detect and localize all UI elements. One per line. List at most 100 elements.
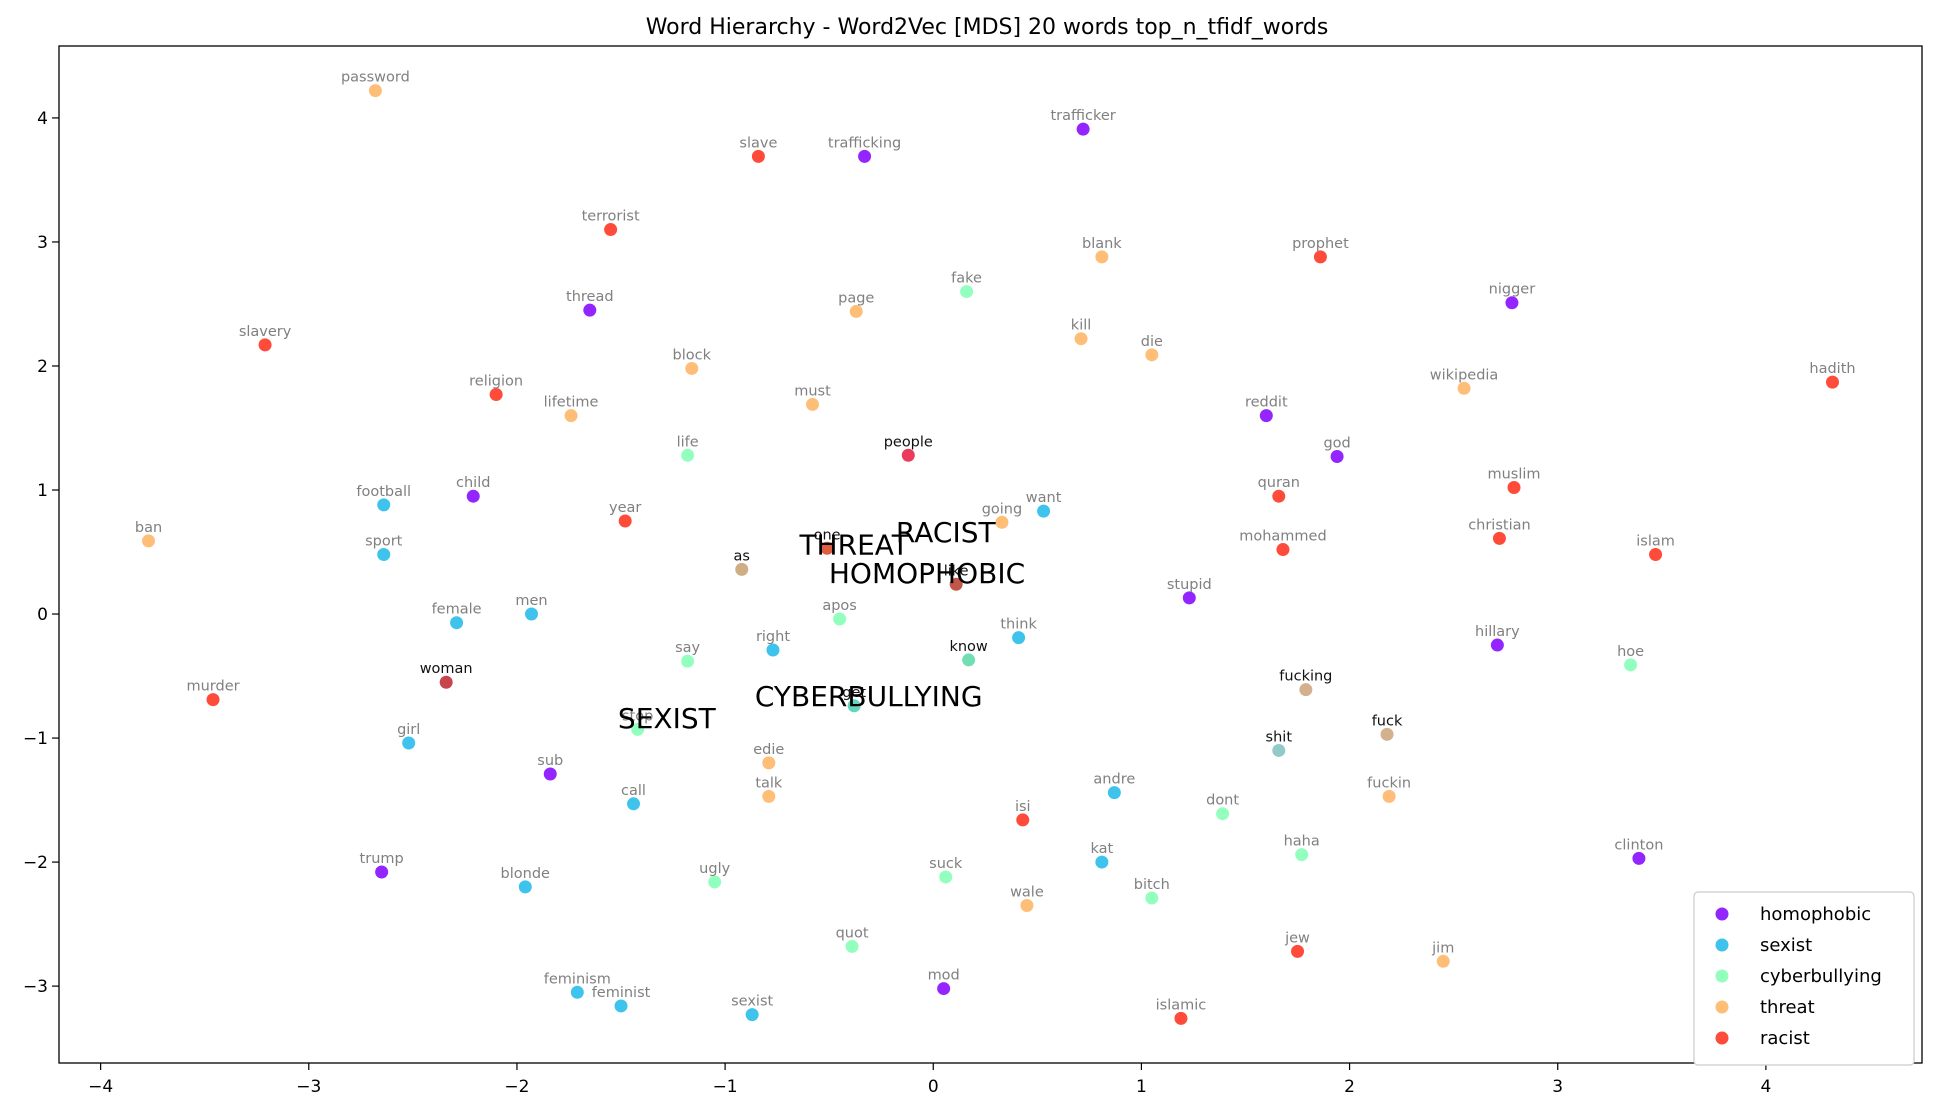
- point-label: stupid: [1167, 577, 1212, 593]
- data-point: [1145, 891, 1159, 905]
- data-point: [466, 489, 480, 503]
- data-point: [1382, 789, 1396, 803]
- point-label: islam: [1636, 534, 1675, 550]
- point-label: hillary: [1475, 624, 1520, 640]
- point-label: nigger: [1489, 282, 1536, 298]
- x-tick-label: 0: [928, 1077, 939, 1097]
- point-label: mohammed: [1239, 529, 1326, 545]
- class-label: THREAT: [798, 529, 909, 562]
- point-label: slavery: [239, 324, 292, 340]
- data-point: [806, 397, 820, 411]
- point-label: trump: [360, 851, 404, 867]
- data-point: [583, 303, 597, 317]
- legend-label: homophobic: [1760, 904, 1871, 925]
- data-point: [631, 722, 645, 736]
- point-label: blank: [1082, 236, 1122, 252]
- data-point: [377, 548, 391, 561]
- point-label: ban: [135, 520, 162, 536]
- data-point: [1295, 848, 1309, 862]
- point-label: clinton: [1614, 837, 1663, 853]
- data-point: [820, 541, 834, 555]
- data-point: [1095, 250, 1109, 264]
- data-point: [1330, 450, 1344, 464]
- data-point: [614, 999, 628, 1013]
- point-label: must: [794, 383, 831, 399]
- data-point: [845, 939, 859, 953]
- x-tick-label: 1: [1136, 1077, 1147, 1097]
- data-point: [604, 223, 618, 237]
- point-label: kat: [1091, 841, 1114, 857]
- data-point: [1507, 481, 1521, 495]
- class-label: RACIST: [896, 516, 997, 549]
- data-point: [1016, 813, 1030, 827]
- data-point: [1095, 855, 1109, 869]
- point-label: lifetime: [544, 395, 599, 411]
- point-label: ugly: [699, 861, 730, 877]
- point-label: quran: [1258, 475, 1300, 491]
- data-point: [525, 607, 539, 621]
- data-point: [627, 797, 641, 811]
- data-point: [1182, 591, 1196, 605]
- point-label: girl: [397, 722, 420, 738]
- point-label: terrorist: [582, 209, 640, 225]
- y-tick-label: −1: [23, 729, 48, 749]
- data-point: [439, 675, 453, 689]
- data-point: [450, 616, 464, 630]
- data-point: [751, 149, 765, 163]
- legend-label: threat: [1760, 997, 1815, 1018]
- data-point: [1145, 348, 1159, 362]
- point-label: haha: [1284, 834, 1320, 850]
- point-label: christian: [1468, 517, 1531, 533]
- data-point: [1649, 548, 1663, 561]
- data-point: [735, 562, 749, 576]
- point-label: know: [949, 639, 987, 655]
- plot-frame: [58, 45, 1923, 1064]
- point-label: fake: [951, 271, 982, 287]
- legend-marker: [1715, 907, 1729, 921]
- point-label: thread: [566, 289, 614, 305]
- point-label: female: [432, 602, 482, 618]
- data-point: [1076, 122, 1090, 136]
- point-label: like: [944, 563, 969, 579]
- point-label: one: [814, 527, 841, 543]
- point-label: hoe: [1617, 644, 1644, 660]
- point-label: shit: [1266, 729, 1293, 745]
- point-label: think: [1000, 617, 1037, 633]
- point-label: jew: [1284, 930, 1310, 946]
- data-point: [1457, 381, 1471, 395]
- point-label: sexist: [731, 994, 773, 1010]
- data-point: [618, 514, 632, 528]
- data-point: [1825, 375, 1839, 389]
- data-point: [833, 612, 847, 626]
- point-label: as: [734, 548, 750, 564]
- x-tick-label: 3: [1552, 1077, 1563, 1097]
- legend-label: racist: [1760, 1028, 1810, 1049]
- y-tick-label: 4: [37, 109, 48, 129]
- data-point: [1492, 531, 1506, 545]
- point-label: stop: [622, 708, 653, 724]
- point-label: fuck: [1372, 713, 1403, 729]
- point-label: want: [1026, 490, 1062, 506]
- point-label: suck: [929, 856, 963, 872]
- y-tick-label: 0: [37, 605, 48, 625]
- data-point: [1299, 683, 1313, 697]
- point-label: dont: [1206, 793, 1239, 809]
- data-point: [377, 498, 391, 512]
- x-tick-label: 2: [1344, 1077, 1355, 1097]
- data-point: [949, 577, 963, 591]
- x-tick-label: −2: [504, 1077, 529, 1097]
- point-label: going: [982, 501, 1023, 517]
- data-point: [518, 880, 532, 894]
- x-tick-label: −3: [296, 1077, 321, 1097]
- data-point: [762, 789, 776, 803]
- point-label: feminist: [592, 985, 651, 1001]
- point-label: bitch: [1134, 877, 1170, 893]
- point-label: die: [1141, 334, 1163, 350]
- data-point: [762, 756, 776, 770]
- point-label: talk: [755, 775, 783, 791]
- axes-layer: −4 −3 −2 −1 0 1 2 3 4 −3 −2 −1 0 1 2 3 4: [23, 109, 1771, 1097]
- point-label: slave: [739, 135, 777, 151]
- data-point: [1291, 944, 1305, 958]
